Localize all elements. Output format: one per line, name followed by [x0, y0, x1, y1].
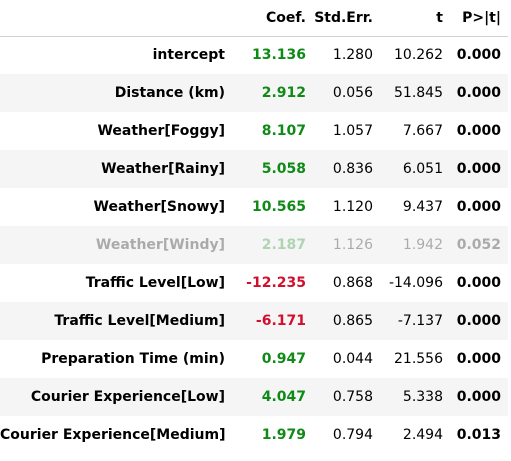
row-label: intercept	[152, 47, 225, 64]
coef-value: 2.912	[261, 85, 306, 101]
row-label: Preparation Time (min)	[41, 351, 225, 367]
coef-value: -12.235	[246, 275, 306, 291]
header-blank	[0, 0, 234, 36]
std-err-value: 0.868	[332, 275, 373, 291]
p-value: 0.000	[456, 389, 501, 405]
header-t: t	[436, 9, 443, 26]
row-label: Weather[Windy]	[95, 237, 225, 253]
header-std-err: Std.Err.	[314, 9, 373, 26]
row-label: Weather[Rainy]	[101, 161, 225, 177]
t-value: -14.096	[388, 275, 443, 291]
t-value: 10.262	[394, 47, 443, 64]
t-value: 2.494	[402, 427, 443, 443]
table-row: Weather[Rainy] 5.058 0.836 6.051 0.000	[0, 150, 508, 188]
coef-value: 8.107	[261, 123, 306, 139]
std-err-value: 1.120	[332, 199, 373, 215]
std-err-value: 0.865	[332, 313, 373, 329]
p-value: 0.000	[456, 275, 501, 291]
p-value: 0.000	[456, 351, 501, 367]
coef-value: 13.136	[251, 47, 306, 64]
row-label: Courier Experience[Low]	[30, 389, 225, 405]
header-coef: Coef.	[265, 9, 306, 26]
std-err-value: 1.280	[332, 47, 373, 64]
p-value: 0.052	[456, 237, 501, 253]
table-body: intercept 13.136 1.280 10.262 0.000 Distance …	[0, 36, 508, 454]
row-label: Weather[Foggy]	[97, 123, 225, 139]
t-value: 7.667	[402, 123, 443, 139]
table-row: Preparation Time (min) 0.947 0.044 21.556 0.…	[0, 340, 508, 378]
p-value: 0.000	[456, 161, 501, 177]
table-row: Weather[Snowy] 10.565 1.120 9.437 0.000	[0, 188, 508, 226]
coef-value: -6.171	[255, 313, 306, 329]
p-value: 0.000	[456, 123, 501, 139]
coef-value: 10.565	[251, 199, 306, 215]
p-value: 0.000	[456, 47, 501, 64]
table-row: Weather[Foggy] 8.107 1.057 7.667 0.000	[0, 112, 508, 150]
table-row: Traffic Level[Low] -12.235 0.868 -14.096 0.0…	[0, 264, 508, 302]
row-label: Distance (km)	[114, 85, 225, 101]
coef-value: 2.187	[261, 237, 306, 253]
t-value: 51.845	[394, 85, 443, 101]
t-value: 1.942	[402, 237, 443, 253]
t-value: 21.556	[394, 351, 443, 367]
std-err-value: 1.057	[332, 123, 373, 139]
std-err-value: 0.044	[332, 351, 373, 367]
row-label: Weather[Snowy]	[93, 199, 225, 215]
row-label: Traffic Level[Medium]	[54, 313, 225, 329]
table-row: Traffic Level[Medium] -6.171 0.865 -7.137 0.…	[0, 302, 508, 340]
t-value: 6.051	[402, 161, 443, 177]
p-value: 0.013	[456, 427, 501, 443]
table-row: Courier Experience[Low] 4.047 0.758 5.338 0.…	[0, 378, 508, 416]
std-err-value: 0.794	[332, 427, 373, 443]
coef-value: 1.979	[261, 427, 306, 443]
table-row: Distance (km) 2.912 0.056 51.845 0.000	[0, 74, 508, 112]
table-row: intercept 13.136 1.280 10.262 0.000	[0, 36, 508, 74]
t-value: 9.437	[402, 199, 443, 215]
coef-value: 5.058	[261, 161, 306, 177]
t-value: -7.137	[397, 313, 443, 329]
table-row: Weather[Windy] 2.187 1.126 1.942 0.052	[0, 226, 508, 264]
header-row: Coef. Std.Err. t P>|t|	[0, 0, 508, 36]
header-p-value: P>|t|	[462, 9, 501, 26]
table-header: Coef. Std.Err. t P>|t|	[0, 0, 508, 36]
coefficient-table: Coef. Std.Err. t P>|t| intercept 13.136 1.…	[0, 0, 508, 454]
p-value: 0.000	[456, 199, 501, 215]
p-value: 0.000	[456, 313, 501, 329]
coef-value: 0.947	[261, 351, 306, 367]
row-label: Courier Experience[Medium]	[0, 427, 226, 443]
t-value: 5.338	[402, 389, 443, 405]
coef-value: 4.047	[261, 389, 306, 405]
std-err-value: 0.056	[332, 85, 373, 101]
p-value: 0.000	[456, 85, 501, 101]
std-err-value: 0.836	[332, 161, 373, 177]
std-err-value: 0.758	[332, 389, 373, 405]
table-row: Courier Experience[Medium] 1.979 0.794 2.49…	[0, 416, 508, 454]
row-label: Traffic Level[Low]	[85, 275, 225, 291]
std-err-value: 1.126	[332, 237, 373, 253]
